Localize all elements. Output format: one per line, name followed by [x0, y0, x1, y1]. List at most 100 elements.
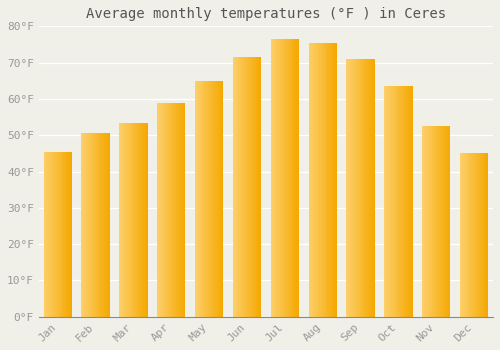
Bar	[87, 133, 88, 317]
Bar	[181, 103, 182, 317]
Bar	[406, 86, 407, 317]
Bar	[316, 43, 317, 317]
Bar	[204, 81, 206, 317]
Bar	[478, 153, 479, 317]
Bar	[163, 103, 164, 317]
Bar	[177, 103, 178, 317]
Bar	[396, 86, 398, 317]
Bar	[438, 126, 439, 317]
Bar	[53, 152, 54, 317]
Bar	[353, 59, 354, 317]
Bar	[184, 103, 186, 317]
Bar	[278, 39, 279, 317]
Bar	[439, 126, 440, 317]
Bar	[333, 43, 334, 317]
Bar	[254, 57, 256, 317]
Bar	[195, 81, 196, 317]
Bar	[130, 122, 132, 317]
Bar	[348, 59, 349, 317]
Bar	[84, 133, 85, 317]
Bar	[280, 39, 281, 317]
Bar	[358, 59, 360, 317]
Bar	[407, 86, 408, 317]
Bar	[430, 126, 432, 317]
Bar	[180, 103, 181, 317]
Bar	[124, 122, 125, 317]
Bar	[144, 122, 145, 317]
Bar	[215, 81, 216, 317]
Bar	[461, 153, 462, 317]
Bar	[272, 39, 274, 317]
Bar	[216, 81, 218, 317]
Bar	[198, 81, 200, 317]
Bar	[212, 81, 213, 317]
Bar	[86, 133, 87, 317]
Bar	[160, 103, 161, 317]
Bar	[249, 57, 250, 317]
Bar	[336, 43, 337, 317]
Bar	[172, 103, 173, 317]
Bar	[422, 126, 450, 317]
Bar	[247, 57, 248, 317]
Bar	[372, 59, 373, 317]
Bar	[157, 103, 158, 317]
Bar	[442, 126, 443, 317]
Bar	[391, 86, 392, 317]
Bar	[270, 39, 272, 317]
Bar	[213, 81, 214, 317]
Bar	[82, 133, 110, 317]
Bar	[310, 43, 312, 317]
Bar	[102, 133, 103, 317]
Bar	[145, 122, 146, 317]
Bar	[119, 122, 148, 317]
Bar	[70, 152, 71, 317]
Bar	[58, 152, 59, 317]
Bar	[346, 59, 348, 317]
Bar	[276, 39, 278, 317]
Bar	[384, 86, 412, 317]
Bar	[71, 152, 72, 317]
Bar	[60, 152, 62, 317]
Bar	[440, 126, 441, 317]
Bar	[444, 126, 445, 317]
Bar	[200, 81, 202, 317]
Bar	[482, 153, 484, 317]
Bar	[142, 122, 143, 317]
Bar	[297, 39, 298, 317]
Bar	[107, 133, 108, 317]
Bar	[318, 43, 319, 317]
Bar	[69, 152, 70, 317]
Bar	[463, 153, 464, 317]
Bar	[214, 81, 215, 317]
Bar	[282, 39, 283, 317]
Bar	[373, 59, 374, 317]
Bar	[357, 59, 358, 317]
Bar	[288, 39, 290, 317]
Bar	[321, 43, 322, 317]
Bar	[209, 81, 210, 317]
Bar	[51, 152, 52, 317]
Bar	[346, 59, 375, 317]
Bar	[146, 122, 148, 317]
Bar	[424, 126, 425, 317]
Bar	[136, 122, 137, 317]
Bar	[434, 126, 436, 317]
Bar	[367, 59, 368, 317]
Bar	[404, 86, 405, 317]
Bar	[322, 43, 324, 317]
Bar	[140, 122, 141, 317]
Bar	[252, 57, 254, 317]
Bar	[472, 153, 473, 317]
Bar	[49, 152, 50, 317]
Bar	[368, 59, 369, 317]
Bar	[462, 153, 463, 317]
Bar	[366, 59, 367, 317]
Bar	[320, 43, 321, 317]
Bar	[195, 81, 224, 317]
Bar	[250, 57, 251, 317]
Bar	[127, 122, 128, 317]
Bar	[481, 153, 482, 317]
Bar	[128, 122, 130, 317]
Bar	[168, 103, 170, 317]
Bar	[294, 39, 296, 317]
